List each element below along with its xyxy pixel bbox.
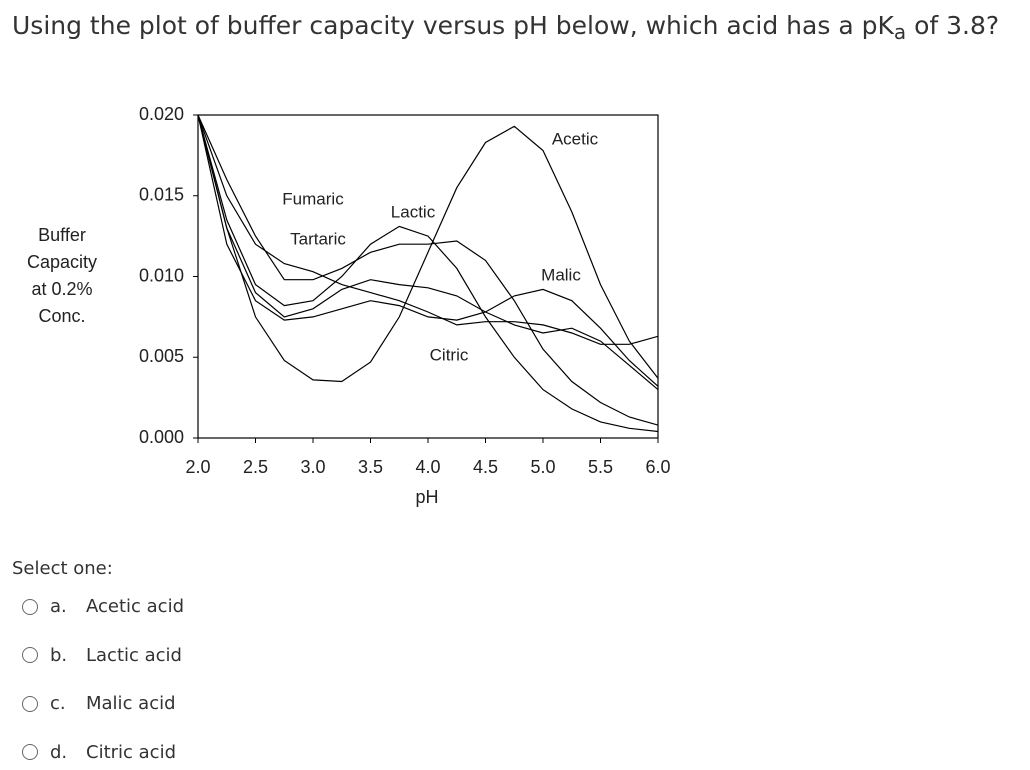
- y-axis-label: Buffer: [38, 225, 86, 245]
- x-tick-label: 2.0: [185, 457, 210, 477]
- curve-label: Tartaric: [290, 229, 346, 248]
- option[interactable]: d. Citric acid: [22, 742, 176, 763]
- curve-label: Acetic: [552, 129, 599, 148]
- y-tick-label: 0.010: [139, 265, 184, 285]
- curve: [198, 115, 658, 433]
- x-tick-label: 3.0: [300, 457, 325, 477]
- plot-frame: [197, 114, 659, 439]
- curve: [198, 115, 658, 426]
- radio-button[interactable]: [22, 598, 38, 615]
- y-axis-label: Conc.: [38, 306, 85, 326]
- curve: [198, 115, 658, 345]
- y-tick-label: 0.000: [139, 427, 184, 447]
- x-tick-label: 4.5: [473, 457, 498, 477]
- curve-label: Lactic: [391, 202, 436, 221]
- curve: [198, 115, 658, 387]
- question-subscript: a: [893, 20, 907, 44]
- option-text[interactable]: Citric acid: [86, 741, 176, 763]
- option-letter: c.: [50, 693, 66, 714]
- y-axis-label: at 0.2%: [31, 279, 92, 299]
- option-text[interactable]: Acetic acid: [86, 596, 184, 617]
- chart: 0.000 0.005 0.010 0.015 0.020 2.0 2.5 3.0 3.5 4.0…: [27, 104, 671, 507]
- option-text[interactable]: Malic acid: [86, 693, 176, 714]
- curve: [198, 115, 658, 383]
- radio-button[interactable]: [22, 744, 38, 760]
- x-axis-label: pH: [415, 487, 438, 507]
- lines: [198, 115, 658, 433]
- y-tick-label: 0.005: [139, 346, 184, 366]
- option[interactable]: c. Malic acid: [22, 693, 176, 714]
- radio-button[interactable]: [22, 647, 38, 663]
- radio-button[interactable]: [22, 695, 38, 712]
- curve: [198, 115, 658, 391]
- x-tick-label: 3.5: [358, 457, 383, 477]
- x-tick-label: 2.5: [243, 457, 268, 477]
- option-letter: a.: [50, 596, 67, 617]
- option-letter: d.: [50, 741, 68, 763]
- option-letter: b.: [50, 644, 68, 666]
- question: Using the plot of buffer capacity versus…: [12, 4, 1022, 48]
- curve-label: Malic: [541, 265, 581, 284]
- y-axis-label: Capacity: [27, 252, 97, 272]
- x-tick-label: 5.5: [588, 457, 613, 477]
- curve-label: Citric: [430, 345, 469, 364]
- question-text: of 3.8?: [906, 11, 1000, 40]
- x-tick-label: 5.0: [530, 457, 555, 477]
- x-tick-label: 6.0: [645, 457, 670, 477]
- option-text[interactable]: Lactic acid: [86, 644, 182, 666]
- curve-label: Fumaric: [282, 189, 344, 208]
- option[interactable]: b. Lactic acid: [22, 645, 182, 666]
- option[interactable]: a. Acetic acid: [22, 596, 184, 617]
- question-text: Using the plot of buffer capacity versus…: [12, 11, 894, 40]
- prompt: Select one:: [12, 558, 113, 579]
- x-tick-label: 4.0: [415, 457, 440, 477]
- y-tick-label: 0.015: [139, 185, 184, 205]
- y-tick-label: 0.020: [139, 104, 184, 124]
